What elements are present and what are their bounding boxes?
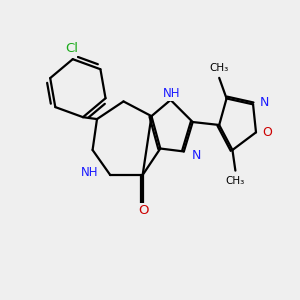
Text: Cl: Cl: [65, 42, 78, 56]
Text: NH: NH: [80, 166, 98, 179]
Text: N: N: [260, 96, 269, 110]
Text: CH₃: CH₃: [226, 176, 245, 186]
Text: Cl: Cl: [64, 44, 76, 57]
Text: CH₃: CH₃: [210, 63, 229, 73]
Text: O: O: [262, 126, 272, 139]
Text: N: N: [192, 148, 202, 161]
Text: O: O: [138, 204, 148, 217]
Text: NH: NH: [163, 87, 181, 100]
